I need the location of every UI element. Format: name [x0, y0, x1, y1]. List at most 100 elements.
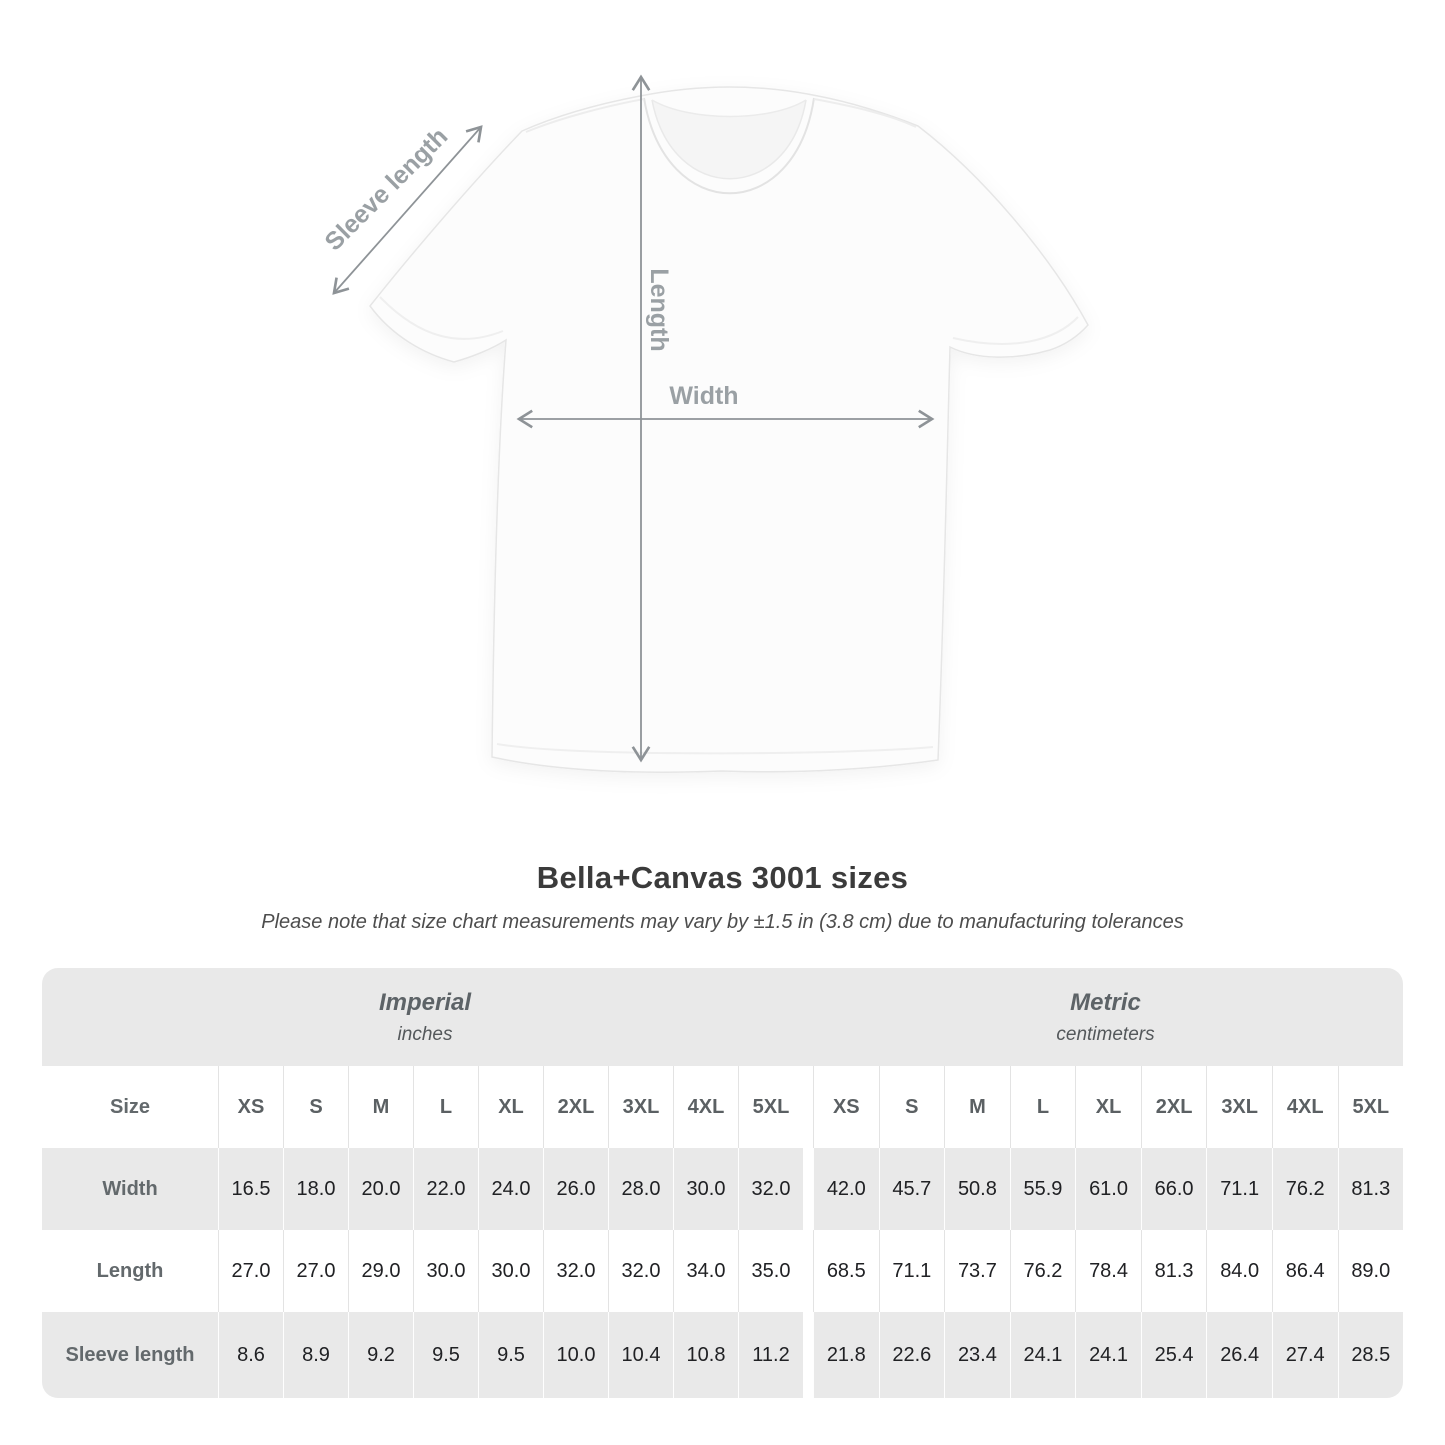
unit-divider: [803, 1066, 813, 1148]
length-value-cell: 27.0: [283, 1230, 348, 1312]
width-value-cell: 28.0: [608, 1148, 673, 1230]
width-value-cell: 26.0: [543, 1148, 608, 1230]
width-value-cell: 32.0: [738, 1148, 803, 1230]
size-col-header: L: [413, 1066, 478, 1148]
length-value-cell: 30.0: [413, 1230, 478, 1312]
width-value-cell: 66.0: [1140, 1148, 1207, 1230]
sleeve-value-cell: 23.4: [944, 1312, 1010, 1398]
collar-opening: [652, 100, 806, 179]
imperial-unit-label: inches: [397, 1023, 453, 1045]
width-row-label: Width: [102, 1177, 158, 1200]
width-value-cell: 30.0: [673, 1148, 738, 1230]
metric-header: Metric: [1070, 988, 1141, 1016]
sleeve-value-cell: 25.4: [1140, 1312, 1207, 1398]
sleeve-value-cell: 10.8: [673, 1312, 738, 1398]
length-value-cell: 73.7: [944, 1230, 1010, 1312]
tshirt-graphic: [369, 86, 1089, 773]
sleeve-value-cell: 9.5: [413, 1312, 478, 1398]
size-col-header: 5XL: [738, 1066, 803, 1148]
sleeve-value-cell: 8.9: [283, 1312, 348, 1398]
tolerance-note: Please note that size chart measurements…: [261, 911, 1184, 933]
bottom-hem-seam: [496, 743, 934, 755]
size-chart-table: Imperial inches Metric centimeters Size …: [42, 968, 1403, 1398]
unit-divider: [803, 1312, 813, 1398]
length-value-cell: 30.0: [478, 1230, 543, 1312]
sleeve-value-cell: 24.1: [1009, 1312, 1076, 1398]
size-col-header: L: [1009, 1066, 1076, 1148]
length-imperial-values: 27.0 27.0 29.0 30.0 30.0 32.0 32.0 34.0 35.0: [218, 1230, 803, 1312]
sleeve-imperial-values: 8.6 8.9 9.2 9.5 9.5 10.0 10.4 10.8 11.2: [218, 1312, 803, 1398]
metric-header-group: Metric centimeters: [808, 968, 1403, 1066]
collar-outer-seam: [643, 97, 815, 195]
sleeve-value-cell: 22.6: [878, 1312, 945, 1398]
collar-back-edge: [651, 99, 807, 118]
width-value-cell: 18.0: [283, 1148, 348, 1230]
tshirt-measurement-diagram: Sleeve length Length Width: [319, 74, 1089, 773]
size-col-header: XS: [218, 1066, 283, 1148]
sleeve-row-label: Sleeve length: [65, 1343, 195, 1366]
size-header-row: Size XS S M L XL 2XL 3XL 4XL 5XL XS S M L XL 2XL 3XL 4X…: [42, 1066, 1403, 1148]
metric-unit-label: centimeters: [1056, 1023, 1155, 1045]
width-value-cell: 20.0: [348, 1148, 413, 1230]
width-value-cell: 42.0: [813, 1148, 879, 1230]
size-col-header: 4XL: [673, 1066, 738, 1148]
page-title: Bella+Canvas 3001 sizes: [536, 860, 909, 895]
width-value-cell: 55.9: [1009, 1148, 1076, 1230]
length-value-cell: 68.5: [813, 1230, 879, 1312]
sleeve-value-cell: 28.5: [1337, 1312, 1404, 1398]
left-shoulder-seam: [525, 98, 645, 133]
size-col-header: 3XL: [1206, 1066, 1272, 1148]
length-value-cell: 32.0: [543, 1230, 608, 1312]
length-value-cell: 86.4: [1271, 1230, 1338, 1312]
length-value-cell: 89.0: [1337, 1230, 1404, 1312]
sleeve-value-cell: 9.5: [478, 1312, 543, 1398]
size-col-header: XS: [813, 1066, 879, 1148]
width-value-cell: 61.0: [1075, 1148, 1141, 1230]
length-value-cell: 27.0: [218, 1230, 283, 1312]
sleeve-value-cell: 9.2: [348, 1312, 413, 1398]
size-col-header: 4XL: [1271, 1066, 1338, 1148]
right-shoulder-seam: [813, 98, 917, 128]
size-col-header: M: [348, 1066, 413, 1148]
unit-divider: [803, 1148, 813, 1230]
length-value-cell: 81.3: [1140, 1230, 1207, 1312]
size-col-header: S: [878, 1066, 945, 1148]
length-metric-values: 68.5 71.1 73.7 76.2 78.4 81.3 84.0 86.4 89.0: [813, 1230, 1403, 1312]
length-value-cell: 32.0: [608, 1230, 673, 1312]
sleeve-value-cell: 8.6: [218, 1312, 283, 1398]
size-row-header: Size: [109, 1095, 151, 1118]
length-row: Length 27.0 27.0 29.0 30.0 30.0 32.0 32.0 34.0 3…: [42, 1230, 1403, 1312]
width-value-cell: 76.2: [1271, 1148, 1338, 1230]
width-value-cell: 22.0: [413, 1148, 478, 1230]
sleeve-value-cell: 26.4: [1206, 1312, 1272, 1398]
length-value-cell: 29.0: [348, 1230, 413, 1312]
length-row-label: Length: [96, 1259, 164, 1282]
size-col-header: 2XL: [1140, 1066, 1207, 1148]
sleeve-metric-values: 21.8 22.6 23.4 24.1 24.1 25.4 26.4 27.4 28.5: [813, 1312, 1403, 1398]
sleeve-value-cell: 11.2: [738, 1312, 803, 1398]
length-value-cell: 71.1: [878, 1230, 945, 1312]
imperial-header: Imperial: [378, 988, 472, 1016]
length-value-cell: 84.0: [1206, 1230, 1272, 1312]
width-row: Width 16.5 18.0 20.0 22.0 24.0 26.0 28.0 30.0 32…: [42, 1148, 1403, 1230]
sleeve-value-cell: 10.0: [543, 1312, 608, 1398]
width-value-cell: 45.7: [878, 1148, 945, 1230]
length-value-cell: 34.0: [673, 1230, 738, 1312]
size-col-header: XL: [1075, 1066, 1141, 1148]
right-sleeve-hem-seam: [952, 316, 1079, 345]
width-label: Width: [669, 382, 738, 410]
width-value-cell: 24.0: [478, 1148, 543, 1230]
length-value-cell: 78.4: [1075, 1230, 1141, 1312]
size-col-header: XL: [478, 1066, 543, 1148]
length-value-cell: 76.2: [1009, 1230, 1076, 1312]
left-sleeve-hem-seam: [379, 296, 504, 340]
size-col-header: 3XL: [608, 1066, 673, 1148]
sleeve-value-cell: 21.8: [813, 1312, 879, 1398]
size-col-header: S: [283, 1066, 348, 1148]
sleeve-length-row: Sleeve length 8.6 8.9 9.2 9.5 9.5 10.0 10.4 10.…: [42, 1312, 1403, 1398]
width-metric-values: 42.0 45.7 50.8 55.9 61.0 66.0 71.1 76.2 81.3: [813, 1148, 1403, 1230]
width-value-cell: 50.8: [944, 1148, 1010, 1230]
sleeve-length-arrow: [332, 125, 483, 295]
collar-inner-edge: [651, 99, 807, 180]
